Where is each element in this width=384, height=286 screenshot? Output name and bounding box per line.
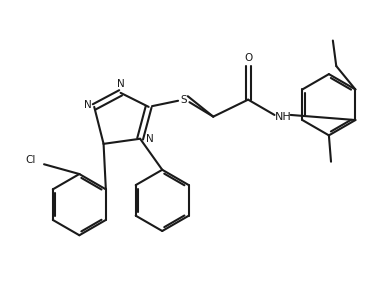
Text: NH: NH xyxy=(275,112,291,122)
Text: Cl: Cl xyxy=(25,155,36,165)
Text: N: N xyxy=(117,79,124,89)
Text: S: S xyxy=(180,95,187,105)
Text: O: O xyxy=(244,53,252,63)
Text: N: N xyxy=(84,100,91,110)
Text: N: N xyxy=(146,134,153,144)
